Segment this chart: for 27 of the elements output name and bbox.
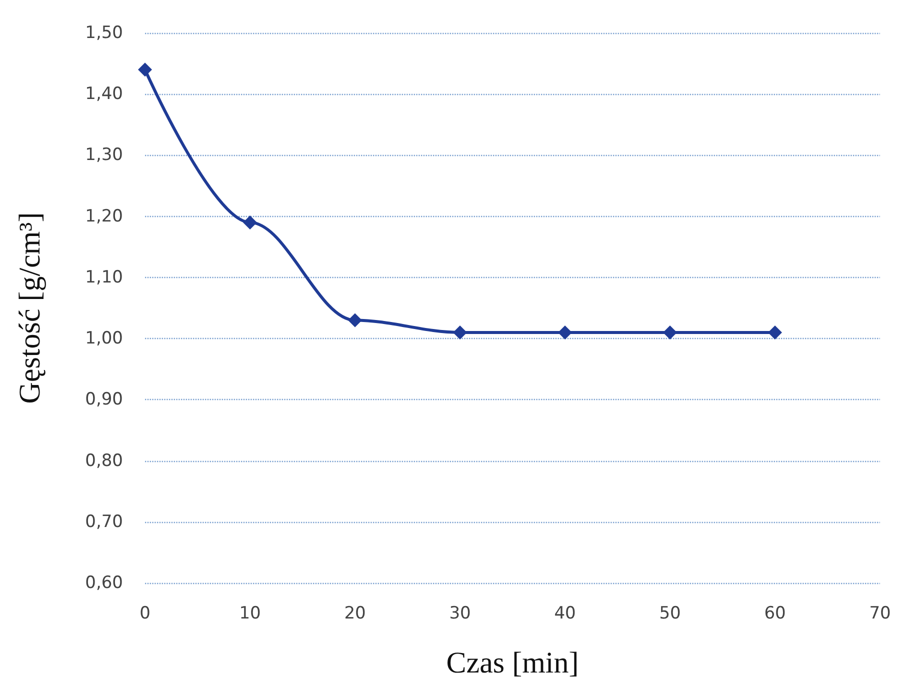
point — [663, 325, 677, 340]
x-tick-label: 40 — [554, 604, 576, 624]
y-tick-label: 1,50 — [85, 23, 123, 43]
y-tick-label: 0,90 — [85, 390, 123, 410]
x-tick-label: 70 — [869, 604, 891, 624]
y-tick-label: 1,20 — [85, 206, 123, 226]
y-tick-label: 0,70 — [85, 512, 123, 532]
x-tick-label: 60 — [764, 604, 786, 624]
x-axis-title: Czas [min] — [446, 646, 579, 680]
x-tick-label: 10 — [239, 604, 261, 624]
point — [768, 325, 782, 340]
y-tick-label: 1,10 — [85, 267, 123, 288]
x-tick-label: 50 — [659, 604, 681, 624]
y-axis-title: Gęstość [g/cm³] — [14, 212, 46, 404]
point — [138, 62, 152, 77]
point — [348, 313, 362, 328]
point — [453, 325, 467, 340]
x-tick-label: 20 — [344, 604, 366, 624]
point — [558, 325, 572, 340]
y-tick-label: 0,60 — [85, 573, 123, 593]
point — [243, 215, 257, 230]
x-tick-label: 0 — [140, 604, 150, 624]
x-tick-label: 30 — [449, 604, 471, 624]
y-tick-label: 1,30 — [85, 145, 123, 166]
y-tick-label: 0,80 — [85, 450, 123, 471]
y-tick-label: 1,00 — [85, 328, 123, 349]
y-tick-label: 1,40 — [85, 84, 123, 104]
